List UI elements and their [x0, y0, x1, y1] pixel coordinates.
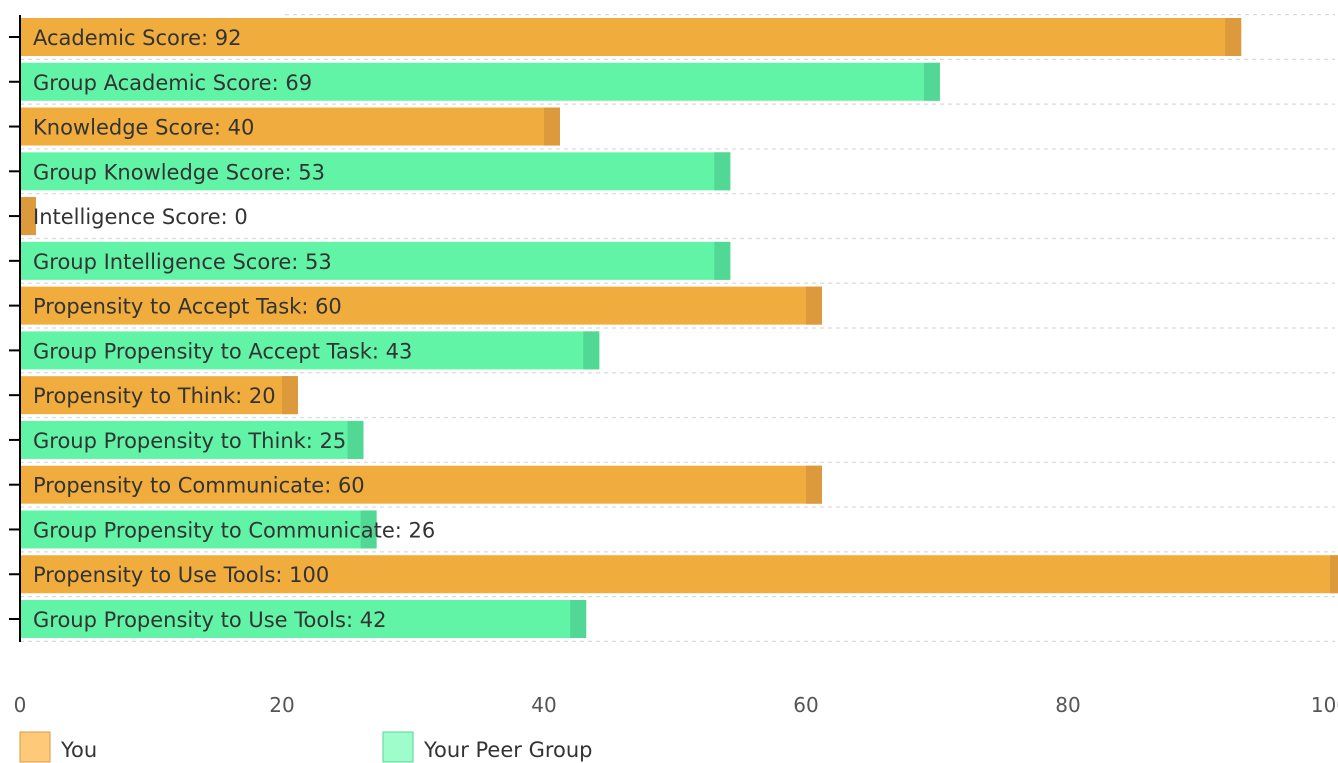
bar-end-cap: [1225, 18, 1242, 56]
bar-label: Academic Score: 92: [33, 26, 241, 50]
bar-label: Intelligence Score: 0: [33, 205, 248, 229]
bar-label: Group Propensity to Use Tools: 42: [33, 608, 386, 632]
bar: [20, 107, 560, 146]
bar-end-cap: [1330, 555, 1338, 594]
bar-label: Propensity to Communicate: 60: [33, 474, 365, 498]
bar-end-cap: [360, 510, 377, 549]
bar: [20, 510, 377, 549]
bar: [20, 18, 1242, 56]
bar-end-cap: [570, 600, 587, 639]
bar-label: Group Knowledge Score: 53: [33, 160, 325, 184]
bar-label: Propensity to Accept Task: 60: [33, 295, 342, 319]
bar: [20, 62, 940, 101]
bar-label: Group Propensity to Communicate: 26: [33, 518, 435, 542]
bar: [20, 600, 587, 639]
x-axis: 0 20 40 60 80 100: [14, 693, 1338, 717]
bar: [20, 555, 1338, 594]
x-tick-label: 60: [793, 693, 818, 717]
x-tick-label: 0: [14, 693, 27, 717]
bar: [20, 152, 731, 191]
bar-end-cap: [347, 420, 364, 459]
bar-end-cap: [714, 241, 731, 280]
bar-end-cap: [923, 62, 940, 101]
x-tick-label: 20: [269, 693, 294, 717]
x-tick-label: 80: [1055, 693, 1080, 717]
bar: [20, 465, 822, 504]
bar-end-cap: [282, 376, 298, 415]
bar-label: Propensity to Use Tools: 100: [33, 563, 329, 587]
bar-end-cap: [714, 152, 731, 191]
x-tick-label: 40: [531, 693, 556, 717]
bar-label: Propensity to Think: 20: [33, 384, 276, 408]
bar-label: Group Intelligence Score: 53: [33, 250, 332, 274]
bar: [20, 241, 731, 280]
bar-end-cap: [583, 331, 600, 370]
legend-label: You: [60, 738, 97, 762]
legend-swatch: [382, 731, 414, 763]
bar-end-cap: [806, 465, 822, 504]
bar-label: Group Propensity to Think: 25: [33, 429, 346, 453]
bar-label: Knowledge Score: 40: [33, 116, 254, 140]
x-tick-label: 100: [1311, 693, 1338, 717]
bars: [20, 18, 1338, 639]
gridlines: [20, 14, 1335, 642]
bar-end-cap: [806, 286, 822, 325]
bar: [20, 286, 822, 325]
bar: [20, 420, 364, 459]
bar-end-cap: [20, 197, 36, 236]
bar: [20, 376, 298, 415]
bar-label: Group Academic Score: 69: [33, 71, 312, 95]
legend-label: Your Peer Group: [423, 738, 593, 762]
bar-labels: Academic Score: 92 Group Academic Score: …: [33, 26, 435, 632]
bar-label: Group Propensity to Accept Task: 43: [33, 339, 412, 363]
legend: You Your Peer Group: [19, 731, 593, 763]
bar: [20, 331, 600, 370]
y-axis: [9, 15, 21, 643]
bar-end-cap: [544, 107, 560, 146]
legend-swatch: [19, 731, 51, 763]
